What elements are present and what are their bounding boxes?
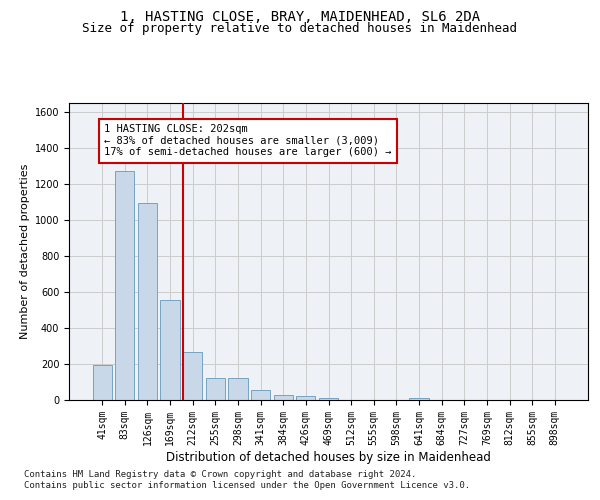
Text: Contains HM Land Registry data © Crown copyright and database right 2024.: Contains HM Land Registry data © Crown c… [24, 470, 416, 479]
Bar [274, 394, 293, 400]
X-axis label: Distribution of detached houses by size in Maidenhead: Distribution of detached houses by size … [166, 450, 491, 464]
Bar [115, 171, 134, 400]
Text: 1, HASTING CLOSE, BRAY, MAIDENHEAD, SL6 2DA: 1, HASTING CLOSE, BRAY, MAIDENHEAD, SL6 … [120, 10, 480, 24]
Text: Contains public sector information licensed under the Open Government Licence v3: Contains public sector information licen… [24, 481, 470, 490]
Bar [229, 378, 248, 400]
Bar [206, 378, 225, 400]
Bar [409, 398, 428, 400]
Bar [251, 390, 270, 400]
Bar [296, 396, 316, 400]
Bar [319, 398, 338, 400]
Bar [160, 300, 180, 400]
Bar [92, 365, 112, 400]
Bar [183, 352, 202, 400]
Y-axis label: Number of detached properties: Number of detached properties [20, 164, 31, 339]
Text: 1 HASTING CLOSE: 202sqm
← 83% of detached houses are smaller (3,009)
17% of semi: 1 HASTING CLOSE: 202sqm ← 83% of detache… [104, 124, 392, 158]
Bar [138, 202, 157, 400]
Text: Size of property relative to detached houses in Maidenhead: Size of property relative to detached ho… [83, 22, 517, 35]
